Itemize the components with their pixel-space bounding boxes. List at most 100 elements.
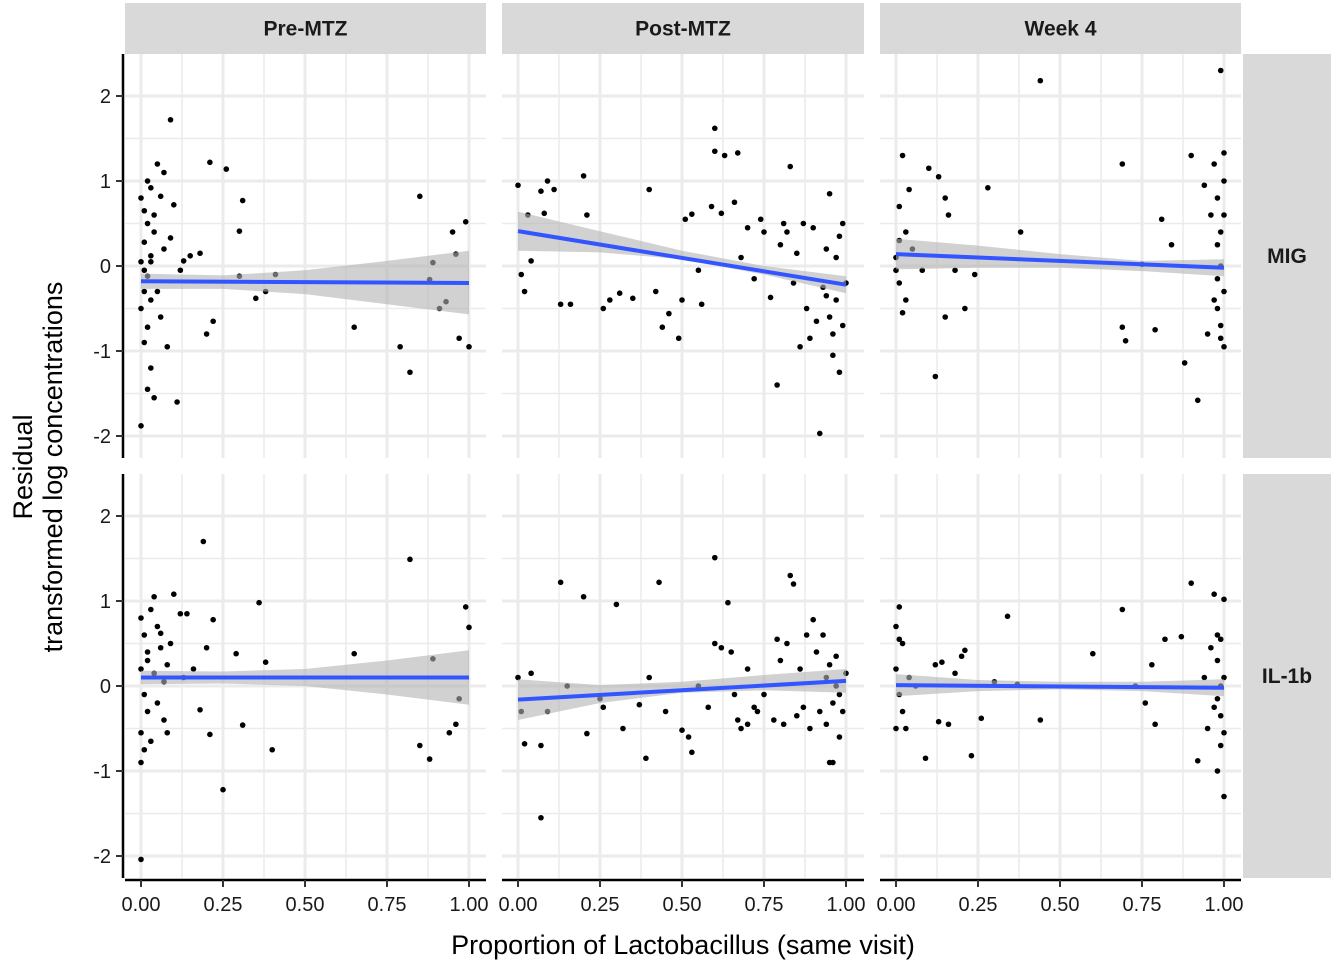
data-point [816,430,823,437]
data-point [148,365,154,371]
data-point [167,117,174,123]
data-point [945,721,952,728]
data-point [935,173,942,180]
data-point [899,708,906,715]
data-point [538,742,544,749]
data-point [777,241,784,248]
data-point [164,661,171,668]
strips-layer: Pre-MTZ Post-MTZ Week 4 MIG IL-1b [125,3,1331,878]
panel-MIG-Week 4 [880,54,1241,458]
data-point [1162,636,1168,643]
data-point [1214,632,1221,638]
data-point [203,331,210,337]
data-point [164,343,171,350]
data-point [689,749,695,756]
data-point [685,734,692,740]
data-point [738,725,744,732]
data-point [607,297,613,303]
data-point [148,297,154,303]
data-point [826,759,833,766]
data-point [731,691,738,698]
data-point [939,659,945,665]
data-point [1158,216,1165,223]
data-point [1090,650,1096,657]
panel-MIG-Post-MTZ [502,54,864,458]
data-point [161,246,167,252]
data-point [675,335,682,342]
data-point [820,632,826,638]
data-point [544,178,551,184]
data-point [462,219,469,225]
data-point [538,814,544,821]
data-point [1204,725,1211,732]
row-strip [1243,54,1331,458]
data-point [1214,695,1221,702]
x-tick-label: 1.00 [1205,894,1244,916]
confidence-band [896,238,1224,277]
data-point [1221,150,1227,156]
data-point [253,295,259,302]
data-point [734,717,741,723]
x-tick-label: 1.00 [450,894,489,916]
y-tick-label: -2 [93,846,111,868]
data-point [157,630,164,637]
data-point [971,271,978,278]
data-point [932,661,939,668]
row-strip-label: MIG [1267,245,1307,268]
x-tick-label: 0.00 [499,894,538,916]
data-point [141,288,148,295]
data-point [580,173,587,179]
x-tick-label: 0.00 [122,894,161,916]
data-point [174,399,180,405]
data-point [256,599,262,606]
data-point [528,670,534,677]
data-point [171,591,177,597]
data-point [797,343,803,350]
y-tick-label: 2 [100,506,111,528]
data-point [1214,305,1221,312]
data-point [407,556,413,563]
data-point [148,185,154,191]
x-axis-title: Proportion of Lactobacillus (same visit) [451,930,915,960]
data-point [830,331,836,337]
fit-line [140,279,470,285]
data-point [220,786,226,793]
data-point [942,314,948,320]
data-point [896,636,903,643]
x-tick-label: 0.25 [204,894,243,916]
x-tick-label: 0.25 [959,894,998,916]
data-point [141,746,148,753]
x-tick-label: 0.50 [286,894,325,916]
fit-line [517,229,847,287]
fit-line [895,683,1225,690]
data-point [154,161,161,167]
data-point [157,644,164,651]
data-point [1168,241,1175,248]
data-point [1217,229,1224,235]
x-tick-label: 0.75 [368,894,407,916]
data-point [893,623,899,630]
data-point [446,729,453,736]
data-point [462,604,469,610]
data-point [1211,704,1217,711]
data-point [538,188,544,194]
data-point [138,195,144,201]
data-point [807,335,813,342]
data-point [1211,161,1217,167]
y-tick-label: 0 [100,676,111,698]
x-tick-label: 0.00 [877,894,916,916]
data-point [1217,67,1224,74]
column-strip [502,3,864,54]
data-point [1178,633,1185,640]
data-point [754,708,761,715]
data-point [167,235,174,241]
data-point [269,746,276,753]
data-point [1221,178,1227,184]
data-point [935,718,942,725]
data-point [1181,360,1188,366]
data-point [138,666,144,672]
data-point [1217,322,1224,329]
data-point [141,267,148,274]
data-point [738,254,744,261]
